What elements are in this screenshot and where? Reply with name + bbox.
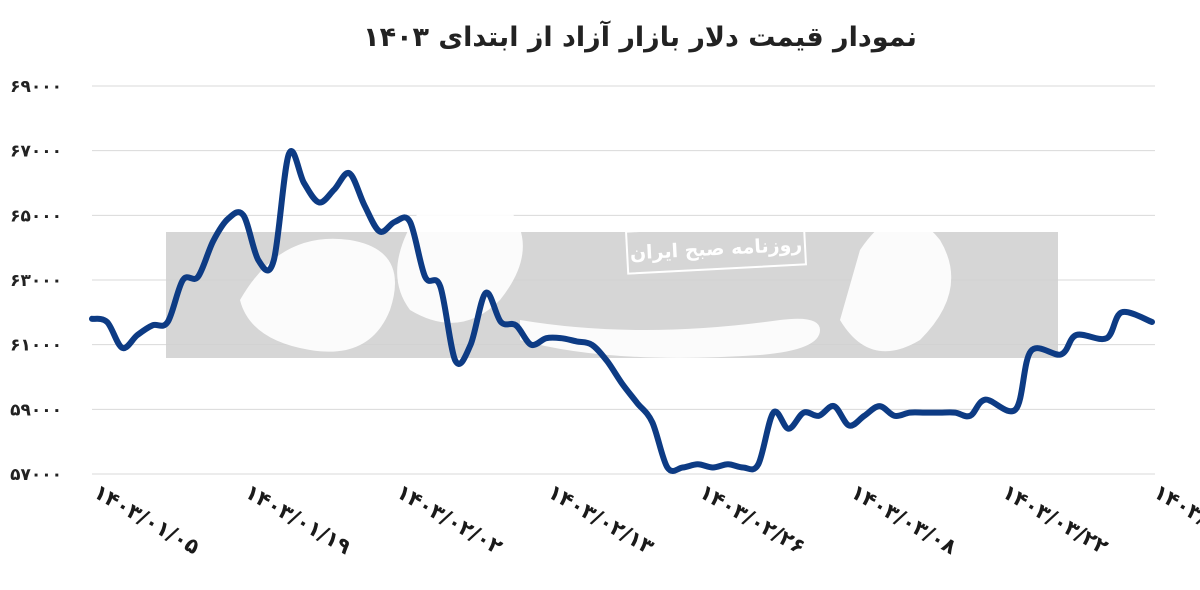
x-tick-label: ۱۴۰۳/۰۲/۰۲: [392, 480, 506, 560]
x-tick-label: ۱۴۰۳/۰۴/۰۵: [1150, 480, 1200, 560]
x-axis: ۱۴۰۳/۰۱/۰۵ ۱۴۰۳/۰۱/۱۹ ۱۴۰۳/۰۲/۰۲ ۱۴۰۳/۰۲/۱۳…: [90, 480, 1200, 560]
y-tick-label: ۶۷۰۰۰: [10, 142, 62, 162]
y-tick-label: ۶۱۰۰۰: [10, 336, 62, 356]
y-tick-label: ۶۳۰۰۰: [10, 271, 62, 291]
x-tick-label: ۱۴۰۳/۰۲/۱۳: [544, 480, 658, 560]
y-tick-label: ۶۹۰۰۰: [10, 77, 62, 97]
y-tick-label: ۵۹۰۰۰: [10, 400, 62, 420]
y-tick-label: ۶۵۰۰۰: [10, 206, 62, 226]
x-tick-label: ۱۴۰۳/۰۱/۱۹: [241, 480, 355, 560]
chart-title: نمودار قیمت دلار بازار آزاد از ابتدای ۱۴…: [363, 20, 917, 53]
x-tick-label: ۱۴۰۳/۰۳/۲۲: [998, 480, 1112, 560]
x-tick-label: ۱۴۰۳/۰۱/۰۵: [90, 480, 204, 560]
x-tick-label: ۱۴۰۳/۰۳/۰۸: [847, 480, 961, 560]
y-tick-label: ۵۷۰۰۰: [10, 465, 62, 485]
x-tick-label: ۱۴۰۳/۰۲/۲۶: [695, 480, 809, 560]
y-axis: ۵۷۰۰۰ ۵۹۰۰۰ ۶۱۰۰۰ ۶۳۰۰۰ ۶۵۰۰۰ ۶۷۰۰۰ ۶۹۰۰۰: [10, 77, 62, 485]
